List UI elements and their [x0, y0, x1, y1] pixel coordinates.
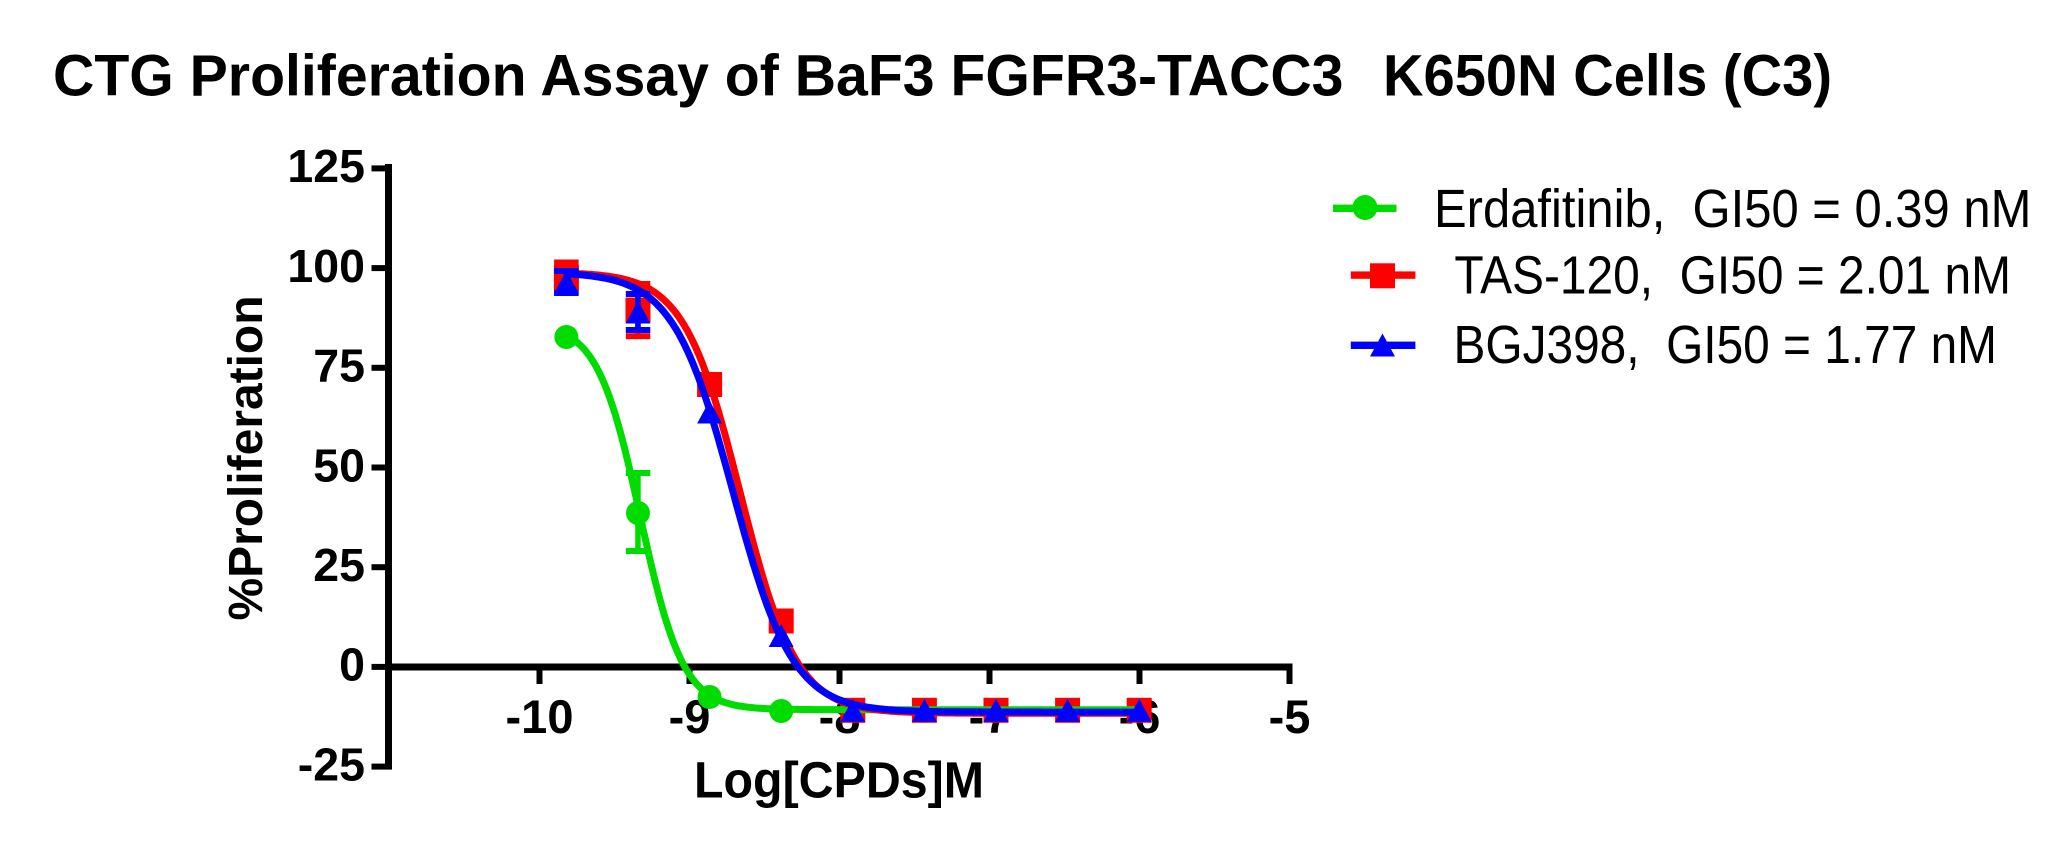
svg-text:25: 25 [313, 539, 365, 591]
svg-text:-10: -10 [506, 690, 574, 743]
svg-text:%Proliferation: %Proliferation [220, 296, 273, 621]
svg-text:K650N Cells (C3): K650N Cells (C3) [1383, 44, 1832, 109]
svg-text:-25: -25 [298, 738, 365, 790]
svg-text:TAS-120, GI50 = 2.01 nM: TAS-120, GI50 = 2.01 nM [1454, 246, 2011, 306]
svg-text:CTG Proliferation Assay of BaF: CTG Proliferation Assay of BaF3 FGFR3-TA… [53, 44, 1344, 109]
svg-text:125: 125 [287, 140, 365, 192]
svg-text:-5: -5 [1269, 690, 1311, 743]
svg-text:50: 50 [313, 439, 365, 491]
svg-text:100: 100 [287, 240, 365, 292]
svg-text:Log[CPDs]M: Log[CPDs]M [694, 752, 984, 809]
svg-text:75: 75 [313, 340, 365, 392]
svg-text:0: 0 [339, 639, 365, 691]
svg-text:Erdafitinib, GI50 = 0.39 nM: Erdafitinib, GI50 = 0.39 nM [1434, 179, 2031, 239]
svg-text:BGJ398, GI50 = 1.77 nM: BGJ398, GI50 = 1.77 nM [1454, 315, 1998, 375]
